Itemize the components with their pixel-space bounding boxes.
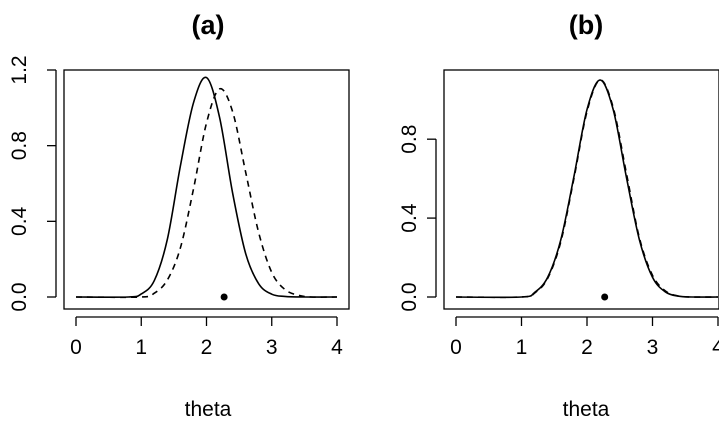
- chart-title: (a): [192, 10, 225, 40]
- x-tick-label: 0: [450, 336, 462, 359]
- y-tick-label: 0.4: [398, 203, 421, 233]
- x-tick-label: 3: [647, 336, 659, 359]
- marker-point: [220, 293, 228, 301]
- x-tick-label: 4: [331, 336, 343, 359]
- panel-b: (b) 0 1 2 3 4 0.0 0.4 0.8 theta: [398, 10, 719, 421]
- plot-frame: [63, 69, 350, 310]
- x-tick-label: 0: [70, 336, 82, 359]
- x-axis-title: theta: [185, 398, 232, 421]
- x-axis-title: theta: [563, 398, 610, 421]
- marker-point: [601, 293, 609, 301]
- solid-series-line: [75, 76, 338, 299]
- x-tick-label: 2: [201, 336, 213, 359]
- plot-frame: [443, 69, 719, 310]
- x-tick-label: 1: [135, 336, 147, 359]
- x-tick-label: 1: [516, 336, 528, 359]
- y-tick-label: 1.2: [8, 55, 31, 84]
- y-tick-label: 0.8: [398, 125, 421, 154]
- x-tick-label: 4: [712, 336, 719, 359]
- solid-series-line: [455, 79, 719, 299]
- x-tick-label: 2: [581, 336, 593, 359]
- x-tick-label: 3: [266, 336, 278, 359]
- y-tick-label: 0.0: [8, 282, 31, 311]
- y-tick-label: 0.0: [398, 282, 421, 311]
- panel-a: (a) 0 1 2 3 4 0.0 0.4 0.8 1.2 theta: [8, 10, 350, 421]
- chart-title: (b): [569, 10, 603, 40]
- dashed-series-line: [75, 87, 338, 299]
- y-tick-label: 0.8: [8, 131, 31, 160]
- y-tick-label: 0.4: [8, 206, 31, 236]
